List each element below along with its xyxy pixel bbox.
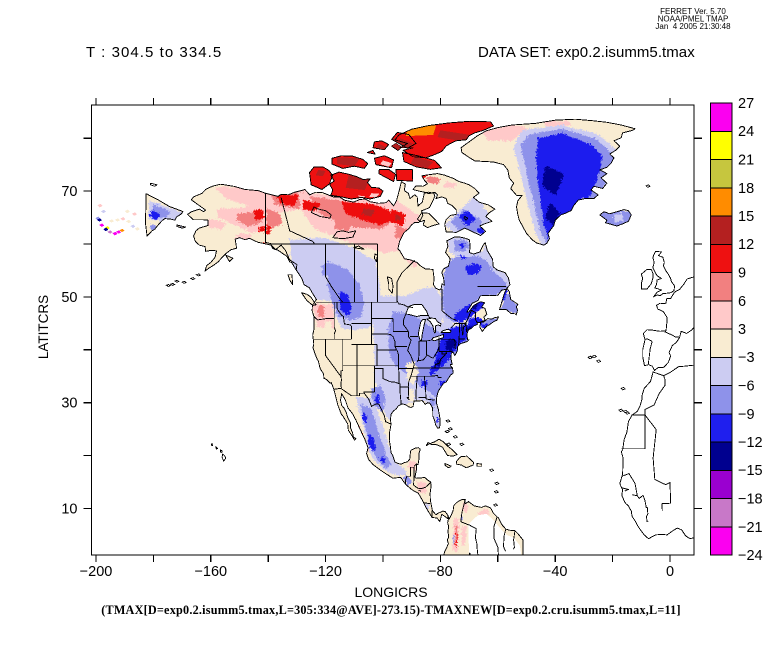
svg-text:LONGICRS: LONGICRS: [354, 584, 427, 600]
svg-text:T : 304.5 to 334.5: T : 304.5 to 334.5: [86, 44, 222, 61]
svg-text:70: 70: [61, 184, 77, 200]
svg-text:50: 50: [61, 290, 77, 306]
svg-text:15: 15: [738, 209, 754, 225]
svg-text:−200: −200: [80, 564, 113, 580]
svg-text:30: 30: [61, 396, 77, 412]
svg-text:18: 18: [738, 181, 754, 197]
svg-text:−15: −15: [738, 463, 763, 479]
svg-text:(TMAX[D=exp0.2.isumm5.tmax,L=3: (TMAX[D=exp0.2.isumm5.tmax,L=305:334@AVE…: [101, 603, 681, 617]
svg-text:−6: −6: [738, 379, 755, 395]
svg-text:3: 3: [738, 322, 746, 338]
svg-text:−40: −40: [543, 564, 568, 580]
svg-text:−12: −12: [738, 435, 763, 451]
svg-text:LATITCRS: LATITCRS: [36, 295, 51, 359]
svg-text:NOAA/PMEL TMAP: NOAA/PMEL TMAP: [658, 15, 729, 24]
svg-text:DATA SET: exp0.2.isumm5.tmax: DATA SET: exp0.2.isumm5.tmax: [478, 44, 695, 61]
svg-text:21: 21: [738, 153, 754, 169]
svg-text:−21: −21: [738, 520, 763, 536]
svg-text:6: 6: [738, 294, 746, 310]
svg-text:−24: −24: [738, 548, 763, 564]
svg-text:FERRET Ver. 5.70: FERRET Ver. 5.70: [660, 7, 726, 16]
svg-text:−160: −160: [194, 564, 227, 580]
svg-text:−18: −18: [738, 492, 763, 508]
svg-text:10: 10: [61, 502, 77, 518]
svg-text:9: 9: [738, 266, 746, 282]
svg-text:27: 27: [738, 96, 754, 112]
svg-text:−120: −120: [309, 564, 342, 580]
svg-text:12: 12: [738, 237, 754, 253]
svg-text:−80: −80: [428, 564, 453, 580]
svg-text:24: 24: [738, 124, 754, 140]
svg-text:−9: −9: [738, 407, 755, 423]
svg-text:−3: −3: [738, 350, 755, 366]
svg-text:Jan 4 2005 21:30:48: Jan 4 2005 21:30:48: [655, 22, 731, 31]
svg-text:0: 0: [666, 564, 674, 580]
